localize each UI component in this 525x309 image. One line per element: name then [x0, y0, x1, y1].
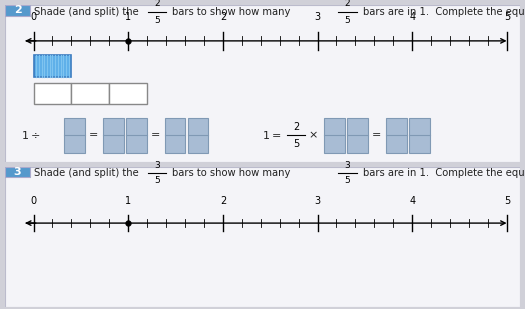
Text: =: =	[150, 130, 160, 140]
Bar	[34, 83, 71, 104]
Text: bars are in 1.  Complete the equations.: bars are in 1. Complete the equations.	[363, 7, 525, 17]
Text: bars to show how many: bars to show how many	[172, 7, 291, 17]
Text: 3: 3	[314, 196, 321, 206]
Bar	[103, 118, 123, 153]
Text: 5: 5	[154, 176, 160, 185]
Text: 5: 5	[504, 196, 510, 206]
FancyBboxPatch shape	[5, 5, 30, 16]
Text: 5: 5	[344, 176, 350, 185]
Bar	[71, 83, 109, 104]
Text: 2: 2	[14, 5, 22, 15]
Text: Shade (and split) the: Shade (and split) the	[34, 7, 138, 17]
Text: 0: 0	[30, 12, 37, 22]
Text: 3: 3	[344, 161, 350, 170]
Text: 4: 4	[409, 196, 415, 206]
Text: 1: 1	[125, 196, 131, 206]
Text: 4: 4	[409, 12, 415, 22]
Bar	[409, 118, 430, 153]
Bar	[324, 118, 345, 153]
Text: 2: 2	[293, 122, 299, 132]
Text: 3: 3	[314, 12, 321, 22]
Text: 2: 2	[220, 196, 226, 206]
Text: bars are in 1.  Complete the equations.: bars are in 1. Complete the equations.	[363, 168, 525, 178]
Text: 5: 5	[154, 16, 160, 25]
Text: bars to show how many: bars to show how many	[172, 168, 291, 178]
Bar	[188, 118, 208, 153]
Text: =: =	[89, 130, 98, 140]
Text: $1 =$: $1 =$	[262, 129, 282, 142]
FancyBboxPatch shape	[5, 5, 520, 162]
Text: 5: 5	[504, 12, 510, 22]
FancyBboxPatch shape	[5, 167, 520, 307]
Bar	[34, 55, 71, 77]
Text: 3: 3	[14, 167, 22, 177]
FancyBboxPatch shape	[5, 167, 30, 177]
Text: 3: 3	[154, 161, 160, 170]
Text: $\times$: $\times$	[308, 130, 318, 141]
Text: 2: 2	[154, 0, 160, 7]
Bar	[109, 83, 147, 104]
Text: =: =	[372, 130, 382, 140]
Bar	[348, 118, 368, 153]
Text: 5: 5	[344, 16, 350, 25]
Text: Shade (and split) the: Shade (and split) the	[34, 168, 138, 178]
Text: 1: 1	[125, 12, 131, 22]
Text: 2: 2	[344, 0, 350, 7]
Text: $1 \div$: $1 \div$	[20, 129, 40, 142]
Text: 5: 5	[293, 139, 299, 149]
Text: 0: 0	[30, 196, 37, 206]
Bar	[126, 118, 147, 153]
Bar	[386, 118, 406, 153]
Bar	[65, 118, 85, 153]
Text: 2: 2	[220, 12, 226, 22]
Bar	[165, 118, 185, 153]
